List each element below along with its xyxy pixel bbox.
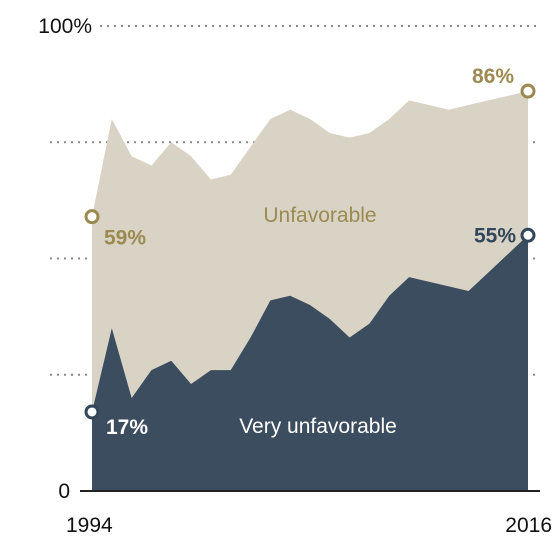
data-label-very-unfavorable-end: 55% [474,224,516,247]
y-tick-label: 0 [58,480,70,503]
point-unfavorable-start [84,209,100,225]
label-very-unfavorable: Very unfavorable [239,415,397,438]
x-tick-label: 2016 [505,514,552,537]
point-unfavorable-end [520,83,536,99]
point-very-unfavorable-end [520,227,536,243]
data-label-very-unfavorable-start: 17% [106,416,148,439]
chart-areas [92,91,528,491]
point-very-unfavorable-start [84,404,100,420]
label-unfavorable: Unfavorable [263,204,376,227]
y-tick-label: 100% [38,15,92,38]
data-label-unfavorable-start: 59% [104,227,146,250]
y-tick-labels: 0 100% [38,15,92,503]
x-tick-labels: 1994 2016 [66,514,552,537]
x-tick-label: 1994 [66,514,113,537]
data-label-unfavorable-end: 86% [472,65,514,88]
area-very-unfavorable [92,235,528,491]
